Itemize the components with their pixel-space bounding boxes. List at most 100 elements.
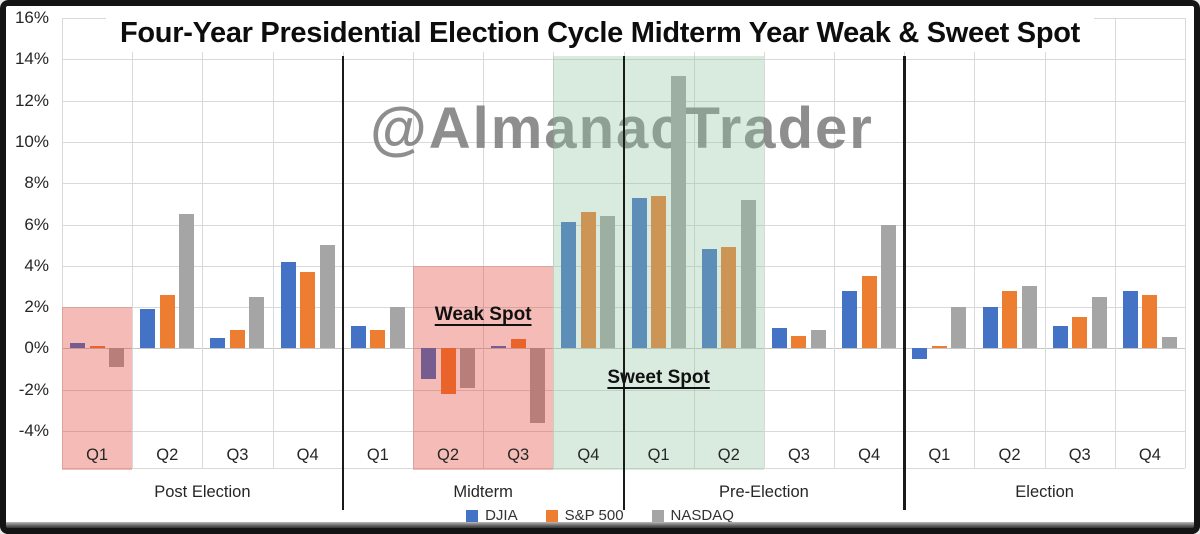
bar-sp500-q2-group9 xyxy=(721,247,737,349)
quarter-label: Q2 xyxy=(998,446,1021,464)
section-label-election: Election xyxy=(1015,483,1074,501)
legend-label: DJIA xyxy=(485,507,518,524)
quarter-label: Q4 xyxy=(1138,446,1161,464)
quarter-label: Q3 xyxy=(226,446,249,464)
gridline-vertical xyxy=(1044,18,1046,468)
gridline-vertical xyxy=(132,18,134,468)
legend-swatch-djia xyxy=(466,509,479,522)
quarter-label: Q4 xyxy=(858,446,881,464)
legend-swatch-sp500 xyxy=(545,509,558,522)
legend-label: NASDAQ xyxy=(670,507,734,524)
bar-sp500-q2-group5 xyxy=(440,348,456,394)
gridline-vertical xyxy=(483,18,485,468)
bar-nasdaq-q2-group9 xyxy=(740,199,756,349)
bar-nasdaq-q3-group2 xyxy=(249,296,265,349)
y-axis-tick-label: -4% xyxy=(18,421,49,440)
quarter-label: Q3 xyxy=(507,446,530,464)
bottom-strip xyxy=(0,522,1200,534)
bar-sp500-q4-group11 xyxy=(861,276,877,349)
legend-item-sp500: S&P 500 xyxy=(545,507,624,524)
bar-djia-q4-group3 xyxy=(280,261,296,349)
quarter-label: Q4 xyxy=(296,446,319,464)
midterm-weak-spot-label: Weak Spot xyxy=(434,304,532,326)
bar-djia-q4-group15 xyxy=(1122,290,1138,349)
bar-djia-q1-group12 xyxy=(912,348,928,359)
gridline-vertical xyxy=(834,18,836,468)
bar-sp500-q1-group0 xyxy=(89,346,105,349)
quarter-label: Q2 xyxy=(156,446,179,464)
quarter-label: Q3 xyxy=(787,446,810,464)
bar-nasdaq-q4-group3 xyxy=(319,245,335,349)
bar-nasdaq-q1-group4 xyxy=(389,307,405,349)
section-divider xyxy=(341,56,345,510)
y-axis-tick-label: 14% xyxy=(14,49,49,69)
bar-nasdaq-q4-group11 xyxy=(881,224,897,349)
section-label-pre-election: Pre-Election xyxy=(718,483,809,501)
watermark: @AlmanacTrader xyxy=(370,96,874,161)
bar-sp500-q3-group10 xyxy=(791,336,807,349)
bar-nasdaq-q1-group8 xyxy=(670,75,686,349)
y-axis-tick-label: 6% xyxy=(24,214,49,234)
gridline-vertical xyxy=(553,18,555,468)
section-label-post-election: Post Election xyxy=(154,483,251,501)
quarter-label: Q3 xyxy=(1068,446,1091,464)
bar-djia-q2-group5 xyxy=(421,348,437,380)
y-axis-tick-label: 10% xyxy=(14,131,49,151)
bar-nasdaq-q3-group14 xyxy=(1091,296,1107,349)
bar-djia-q2-group1 xyxy=(140,309,156,349)
y-axis-tick-label: 0% xyxy=(24,338,49,358)
bar-djia-q3-group6 xyxy=(491,346,507,349)
y-axis-tick-label: 8% xyxy=(24,173,49,193)
gridline-vertical xyxy=(974,18,976,468)
bar-djia-q3-group2 xyxy=(210,338,226,349)
bar-nasdaq-q3-group10 xyxy=(810,329,826,349)
gridline-vertical xyxy=(693,18,695,468)
bar-sp500-q3-group2 xyxy=(229,329,245,349)
bar-djia-q2-group9 xyxy=(701,249,717,349)
bar-nasdaq-q2-group13 xyxy=(1021,286,1037,349)
gridline-vertical xyxy=(1185,18,1186,468)
bar-djia-q4-group11 xyxy=(842,290,858,349)
bar-nasdaq-q4-group7 xyxy=(600,216,616,349)
gridline-vertical xyxy=(202,18,204,468)
quarter-label: Q1 xyxy=(647,446,670,464)
bar-djia-q1-group0 xyxy=(70,343,86,349)
bar-sp500-q3-group6 xyxy=(510,339,526,349)
region-post-election-q1-weak xyxy=(62,307,133,470)
quarter-label: Q2 xyxy=(717,446,740,464)
bar-sp500-q2-group1 xyxy=(159,294,175,349)
section-divider xyxy=(903,56,906,510)
bar-sp500-q2-group13 xyxy=(1002,290,1018,349)
y-axis-tick-label: 12% xyxy=(14,90,49,110)
region-sweet-spot xyxy=(553,56,764,470)
bar-nasdaq-q4-group15 xyxy=(1161,337,1177,349)
chart-title: Four-Year Presidential Election Cycle Mi… xyxy=(105,14,1095,52)
quarter-label: Q4 xyxy=(577,446,600,464)
y-axis-tick-label: -2% xyxy=(18,379,49,399)
legend: DJIA S&P 500 NASDAQ xyxy=(0,507,1200,524)
y-axis-tick-label: 16% xyxy=(14,8,49,27)
quarter-label: Q1 xyxy=(366,446,389,464)
bar-nasdaq-q1-group0 xyxy=(109,348,125,367)
bar-nasdaq-q1-group12 xyxy=(951,307,967,349)
bar-nasdaq-q2-group1 xyxy=(179,214,195,349)
bar-sp500-q1-group4 xyxy=(370,329,386,349)
gridline-vertical xyxy=(272,18,274,468)
bar-djia-q1-group4 xyxy=(350,325,366,349)
gridline-vertical xyxy=(412,18,414,468)
bar-sp500-q3-group14 xyxy=(1072,317,1088,349)
bar-sp500-q4-group7 xyxy=(580,212,596,349)
y-axis-tick-label: 4% xyxy=(24,255,49,275)
legend-item-djia: DJIA xyxy=(466,507,518,524)
region-midterm-weak-spot xyxy=(412,265,554,470)
quarter-label: Q2 xyxy=(437,446,460,464)
bar-sp500-q1-group8 xyxy=(651,195,667,349)
bar-djia-q4-group7 xyxy=(561,222,577,349)
legend-label: S&P 500 xyxy=(564,507,624,524)
section-divider xyxy=(622,56,625,510)
bar-nasdaq-q3-group6 xyxy=(530,348,546,423)
y-axis-tick-label: 2% xyxy=(24,297,49,317)
quarter-label: Q1 xyxy=(928,446,951,464)
bar-nasdaq-q2-group5 xyxy=(460,348,476,388)
